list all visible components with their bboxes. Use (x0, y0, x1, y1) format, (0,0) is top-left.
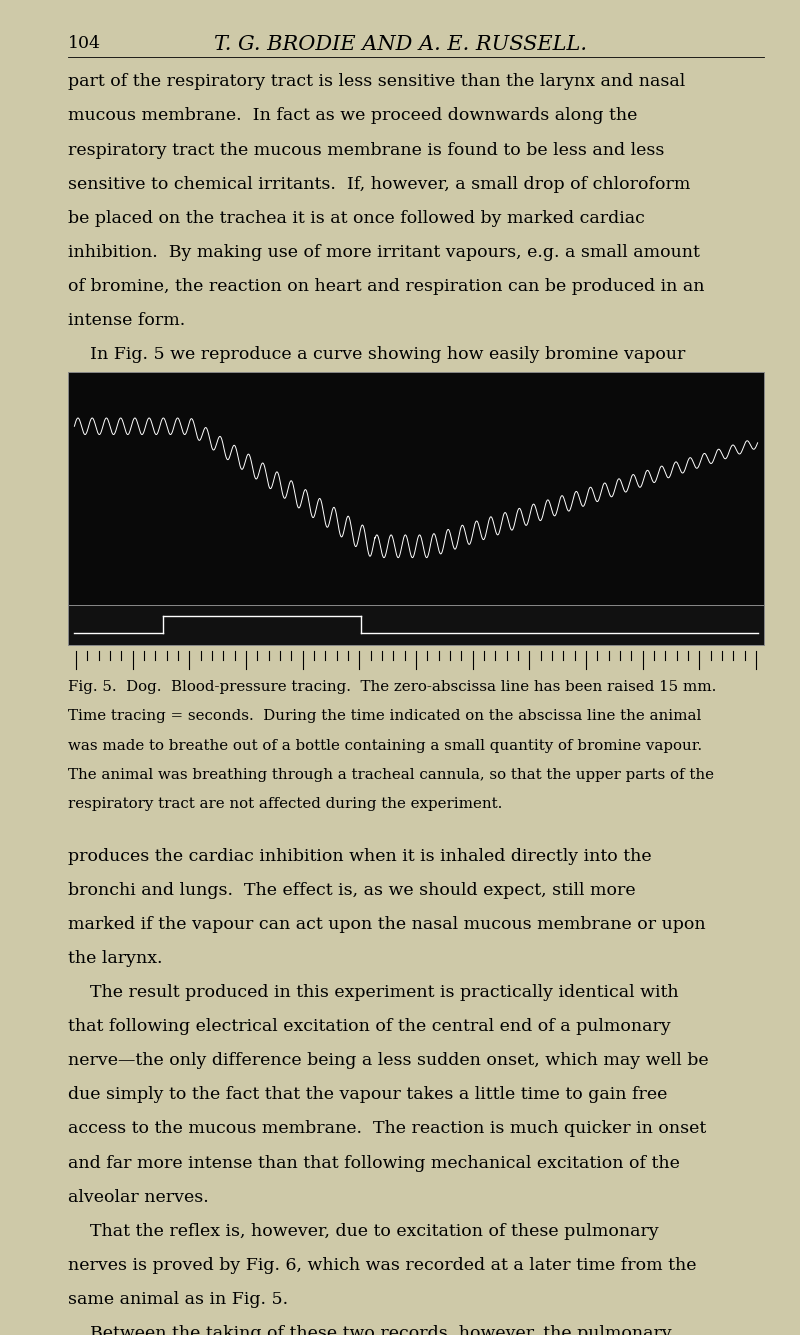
Text: mucous membrane.  In fact as we proceed downwards along the: mucous membrane. In fact as we proceed d… (68, 107, 638, 124)
Text: 104: 104 (68, 35, 101, 52)
Text: Time tracing = seconds.  During the time indicated on the abscissa line the anim: Time tracing = seconds. During the time … (68, 709, 702, 724)
Text: be placed on the trachea it is at once followed by marked cardiac: be placed on the trachea it is at once f… (68, 210, 645, 227)
Text: That the reflex is, however, due to excitation of these pulmonary: That the reflex is, however, due to exci… (68, 1223, 658, 1240)
Text: of bromine, the reaction on heart and respiration can be produced in an: of bromine, the reaction on heart and re… (68, 278, 705, 295)
Text: and far more intense than that following mechanical excitation of the: and far more intense than that following… (68, 1155, 680, 1172)
Text: access to the mucous membrane.  The reaction is much quicker in onset: access to the mucous membrane. The react… (68, 1120, 706, 1137)
Text: produces the cardiac inhibition when it is inhaled directly into the: produces the cardiac inhibition when it … (68, 848, 652, 865)
Text: that following electrical excitation of the central end of a pulmonary: that following electrical excitation of … (68, 1019, 670, 1036)
Text: bronchi and lungs.  The effect is, as we should expect, still more: bronchi and lungs. The effect is, as we … (68, 882, 636, 900)
Text: the larynx.: the larynx. (68, 951, 162, 968)
Bar (68, 605, 764, 645)
Text: Between the taking of these two records, however, the pulmonary: Between the taking of these two records,… (68, 1324, 672, 1335)
Text: inhibition.  By making use of more irritant vapours, e.g. a small amount: inhibition. By making use of more irrita… (68, 243, 700, 260)
Text: The result produced in this experiment is practically identical with: The result produced in this experiment i… (68, 984, 678, 1001)
Text: alveolar nerves.: alveolar nerves. (68, 1188, 209, 1206)
Text: Fig. 5.  Dog.  Blood-pressure tracing.  The zero-abscissa line has been raised 1: Fig. 5. Dog. Blood-pressure tracing. The… (68, 680, 716, 694)
Text: was made to breathe out of a bottle containing a small quantity of bromine vapou: was made to breathe out of a bottle cont… (68, 738, 702, 753)
Text: The animal was breathing through a tracheal cannula, so that the upper parts of : The animal was breathing through a trach… (68, 768, 714, 782)
Text: respiratory tract the mucous membrane is found to be less and less: respiratory tract the mucous membrane is… (68, 142, 664, 159)
Text: nerves is proved by Fig. 6, which was recorded at a later time from the: nerves is proved by Fig. 6, which was re… (68, 1256, 697, 1274)
Text: sensitive to chemical irritants.  If, however, a small drop of chloroform: sensitive to chemical irritants. If, how… (68, 175, 690, 192)
Text: intense form.: intense form. (68, 311, 186, 328)
Text: T. G. BRODIE AND A. E. RUSSELL.: T. G. BRODIE AND A. E. RUSSELL. (214, 35, 586, 53)
Text: In Fig. 5 we reproduce a curve showing how easily bromine vapour: In Fig. 5 we reproduce a curve showing h… (68, 346, 686, 363)
Text: part of the respiratory tract is less sensitive than the larynx and nasal: part of the respiratory tract is less se… (68, 73, 686, 91)
Text: same animal as in Fig. 5.: same animal as in Fig. 5. (68, 1291, 288, 1308)
Text: respiratory tract are not affected during the experiment.: respiratory tract are not affected durin… (68, 797, 502, 812)
Text: nerve—the only difference being a less sudden onset, which may well be: nerve—the only difference being a less s… (68, 1052, 709, 1069)
Bar (68, 371, 764, 605)
Text: marked if the vapour can act upon the nasal mucous membrane or upon: marked if the vapour can act upon the na… (68, 916, 706, 933)
Text: due simply to the fact that the vapour takes a little time to gain free: due simply to the fact that the vapour t… (68, 1087, 667, 1104)
